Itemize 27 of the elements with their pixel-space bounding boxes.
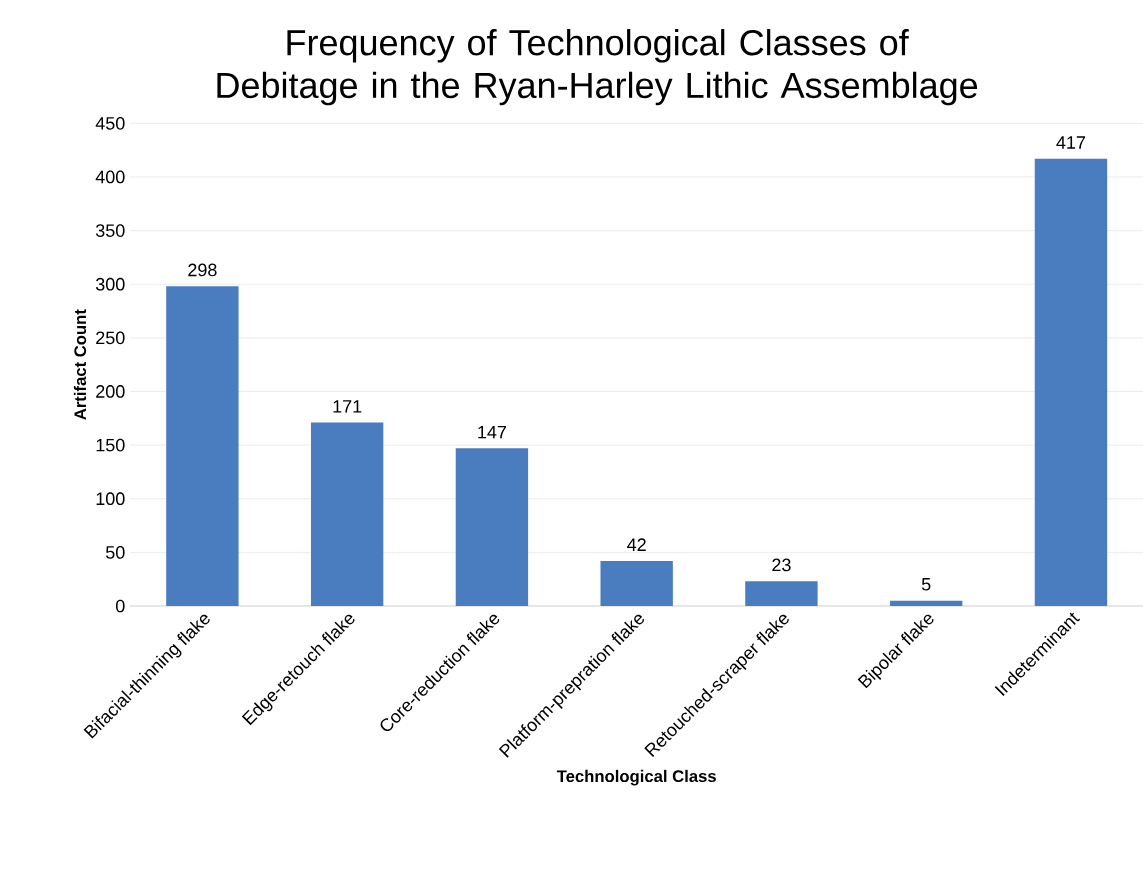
- data-label: 147: [478, 425, 507, 439]
- y-tick-label: 0: [115, 599, 125, 613]
- y-tick-label: 150: [96, 438, 125, 452]
- y-tick-label: 450: [95, 116, 125, 130]
- bar: [455, 448, 529, 606]
- y-tick-label: 300: [95, 277, 125, 291]
- data-label: 5: [921, 578, 931, 591]
- data-label: 23: [772, 558, 791, 572]
- bar: [600, 560, 673, 606]
- y-tick-label: 350: [95, 224, 125, 237]
- y-tick-label: 100: [96, 492, 125, 506]
- chart-title: Frequency of Technological Classes of Debitage in the Ryan-Harley Lithic Assemblage: [217, 29, 978, 106]
- bar: [1034, 158, 1108, 606]
- y-tick-label: 400: [95, 170, 125, 184]
- data-label: 171: [333, 400, 362, 413]
- bar: [745, 581, 818, 606]
- bar: [166, 286, 239, 606]
- y-tick-label: 250: [96, 331, 125, 345]
- bar: [310, 422, 384, 606]
- y-tick-label: 200: [96, 385, 125, 398]
- data-label: 417: [1056, 136, 1086, 149]
- x-axis-title: Technological Class: [556, 769, 716, 786]
- bar: [890, 600, 963, 606]
- data-label: 42: [627, 538, 646, 551]
- data-label: 298: [188, 263, 217, 277]
- y-axis-title: Artifact Count: [73, 309, 87, 420]
- y-tick-label: 50: [105, 546, 125, 559]
